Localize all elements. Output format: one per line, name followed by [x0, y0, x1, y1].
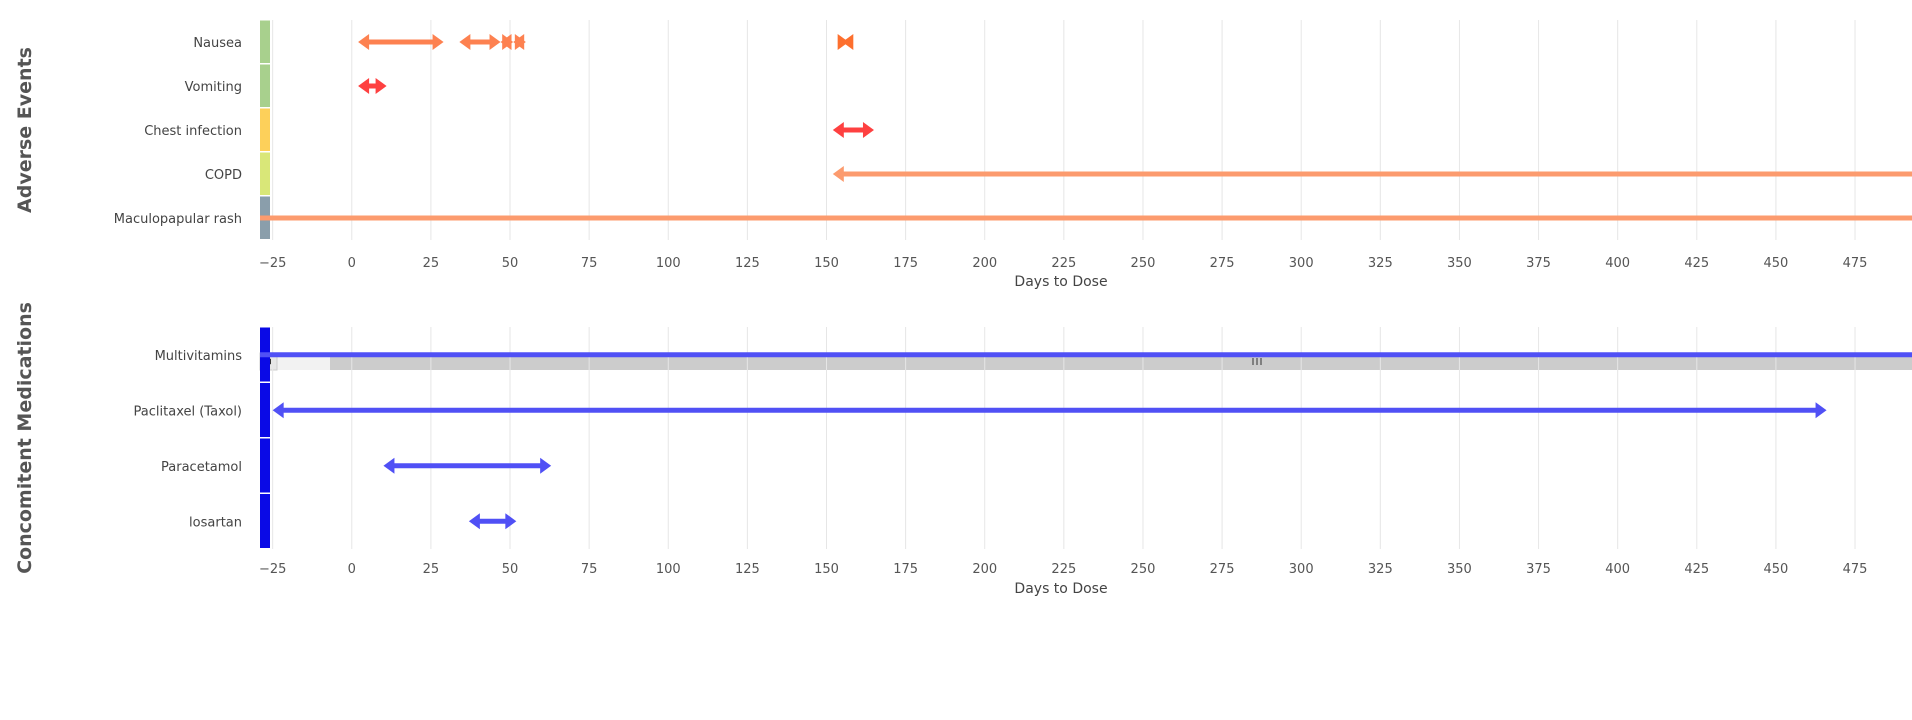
adverse-events-tick-label: 75 — [581, 256, 598, 271]
adverse-events-tick-label: 100 — [656, 256, 681, 271]
paracetamol-event-end-arrow[interactable] — [540, 457, 552, 474]
adverse-events-tick-label: 125 — [735, 256, 760, 271]
concomitent-medications-tick-label: 375 — [1526, 562, 1551, 577]
adverse-events-tick-label: 450 — [1764, 256, 1789, 271]
vomiting-severity-strip — [260, 64, 270, 107]
losartan-row-label: losartan — [189, 515, 242, 530]
adverse-events-tick-label: 425 — [1684, 256, 1709, 271]
adverse-events-tick-label: 475 — [1843, 256, 1868, 271]
concomitent-medications-tick-label: −25 — [259, 562, 286, 577]
concomitent-medications-tick-label: 125 — [735, 562, 760, 577]
chest-infection-event-end-arrow[interactable] — [862, 122, 874, 138]
adverse-events-tick-label: 150 — [814, 256, 839, 271]
nausea-event-end-arrow[interactable] — [514, 34, 526, 50]
concomitent-medications-tick-label: 400 — [1605, 562, 1630, 577]
nausea-event-end-arrow[interactable] — [502, 34, 514, 50]
multivitamins-row-label: Multivitamins — [155, 349, 243, 364]
nausea-event-end-arrow[interactable] — [489, 34, 501, 50]
concomitent-medications-tick-label: 200 — [972, 562, 997, 577]
concomitent-medications-tick-label: 475 — [1843, 562, 1868, 577]
paclitaxel-taxol-row-label: Paclitaxel (Taxol) — [134, 404, 242, 419]
paracetamol-event-start-arrow[interactable] — [383, 457, 395, 474]
adverse-events-tick-label: 25 — [423, 256, 440, 271]
adverse-events-tick-label: 275 — [1210, 256, 1235, 271]
adverse-events-tick-label: 0 — [348, 256, 356, 271]
maculopapular-rash-row-label: Maculopapular rash — [114, 212, 242, 227]
paclitaxel-taxol-event-1[interactable] — [272, 402, 1827, 419]
vomiting-event-start-arrow[interactable] — [358, 78, 370, 94]
nausea-event-2[interactable] — [459, 34, 501, 50]
vomiting-row-label: Vomiting — [185, 80, 242, 95]
adverse-events-tick-label: 400 — [1605, 256, 1630, 271]
concomitent-medications-tick-label: 175 — [893, 562, 918, 577]
losartan-event-start-arrow[interactable] — [468, 513, 480, 530]
concomitent-medications-x-axis-title: Days to Dose — [1014, 581, 1107, 597]
adverse-events-tick-label: 225 — [1051, 256, 1076, 271]
adverse-events-tick-label: 200 — [972, 256, 997, 271]
nausea-event-end-arrow[interactable] — [432, 34, 444, 50]
paracetamol-row-label: Paracetamol — [161, 460, 242, 475]
nausea-event-1[interactable] — [358, 34, 444, 50]
concomitent-medications-panel-title: Concomitent Medications — [14, 302, 36, 574]
concomitent-medications-tick-label: 50 — [502, 562, 519, 577]
concomitent-medications-tick-label: 300 — [1289, 562, 1314, 577]
adverse-events-x-axis-title: Days to Dose — [1014, 274, 1107, 290]
nausea-event-end-arrow[interactable] — [837, 34, 849, 50]
paclitaxel-taxol-event-end-arrow[interactable] — [1815, 402, 1827, 419]
concomitant-medications-panel: −25 0 25 50 75 100 125 150 175 200 225 250 275 300 325… — [14, 302, 1912, 597]
adverse-events-panel: −25 0 25 50 75 100 125 150 175 200 225 250 275 300 325… — [14, 20, 1912, 290]
chest-infection-row-label: Chest infection — [144, 124, 242, 139]
copd-row-label: COPD — [205, 168, 242, 183]
nausea-event-3[interactable] — [500, 34, 514, 50]
chest-infection-event-1[interactable] — [832, 122, 874, 138]
adverse-events-tick-label: 300 — [1289, 256, 1314, 271]
copd-event-1[interactable] — [832, 166, 1912, 182]
concomitent-medications-tick-label: 250 — [1131, 562, 1156, 577]
paclitaxel-taxol-severity-strip — [260, 383, 270, 437]
adverse-events-tick-label: 350 — [1447, 256, 1472, 271]
nausea-severity-strip — [260, 20, 270, 63]
paracetamol-severity-strip — [260, 438, 270, 493]
concomitent-medications-tick-label: 275 — [1210, 562, 1235, 577]
nausea-event-start-arrow[interactable] — [358, 34, 370, 50]
losartan-severity-strip — [260, 494, 270, 548]
adverse-events-tick-label: 175 — [893, 256, 918, 271]
concomitent-medications-tick-label: 325 — [1368, 562, 1393, 577]
concomitent-medications-tick-label: 25 — [423, 562, 440, 577]
paclitaxel-taxol-event-start-arrow[interactable] — [272, 402, 284, 419]
chest-infection-severity-strip — [260, 108, 270, 151]
losartan-event-end-arrow[interactable] — [505, 513, 517, 530]
adverse-events-tick-label: 375 — [1526, 256, 1551, 271]
nausea-row-label: Nausea — [193, 36, 242, 51]
chest-infection-event-start-arrow[interactable] — [832, 122, 844, 138]
concomitent-medications-tick-label: 350 — [1447, 562, 1472, 577]
concomitent-medications-tick-label: 150 — [814, 562, 839, 577]
adverse-events-tick-label: 50 — [502, 256, 519, 271]
vomiting-event-end-arrow[interactable] — [375, 78, 387, 94]
concomitent-medications-tick-label: 75 — [581, 562, 598, 577]
nausea-event-start-arrow[interactable] — [459, 34, 471, 50]
vomiting-event-1[interactable] — [358, 78, 387, 94]
copd-severity-strip — [260, 152, 270, 195]
concomitent-medications-tick-label: 0 — [348, 562, 356, 577]
copd-event-start-arrow[interactable] — [832, 166, 844, 182]
losartan-event-1[interactable] — [468, 513, 517, 530]
concomitent-medications-tick-label: 100 — [656, 562, 681, 577]
adverse-events-tick-label: −25 — [259, 256, 286, 271]
adverse-events-tick-label: 325 — [1368, 256, 1393, 271]
concomitent-medications-tick-label: 225 — [1051, 562, 1076, 577]
concomitent-medications-tick-label: 450 — [1764, 562, 1789, 577]
nausea-event-5[interactable] — [837, 34, 854, 50]
concomitent-medications-tick-label: 425 — [1684, 562, 1709, 577]
nausea-event-4[interactable] — [513, 34, 526, 50]
adverse-events-tick-label: 250 — [1131, 256, 1156, 271]
adverse-events-panel-title: Adverse Events — [14, 47, 36, 213]
paracetamol-event-1[interactable] — [383, 457, 552, 474]
